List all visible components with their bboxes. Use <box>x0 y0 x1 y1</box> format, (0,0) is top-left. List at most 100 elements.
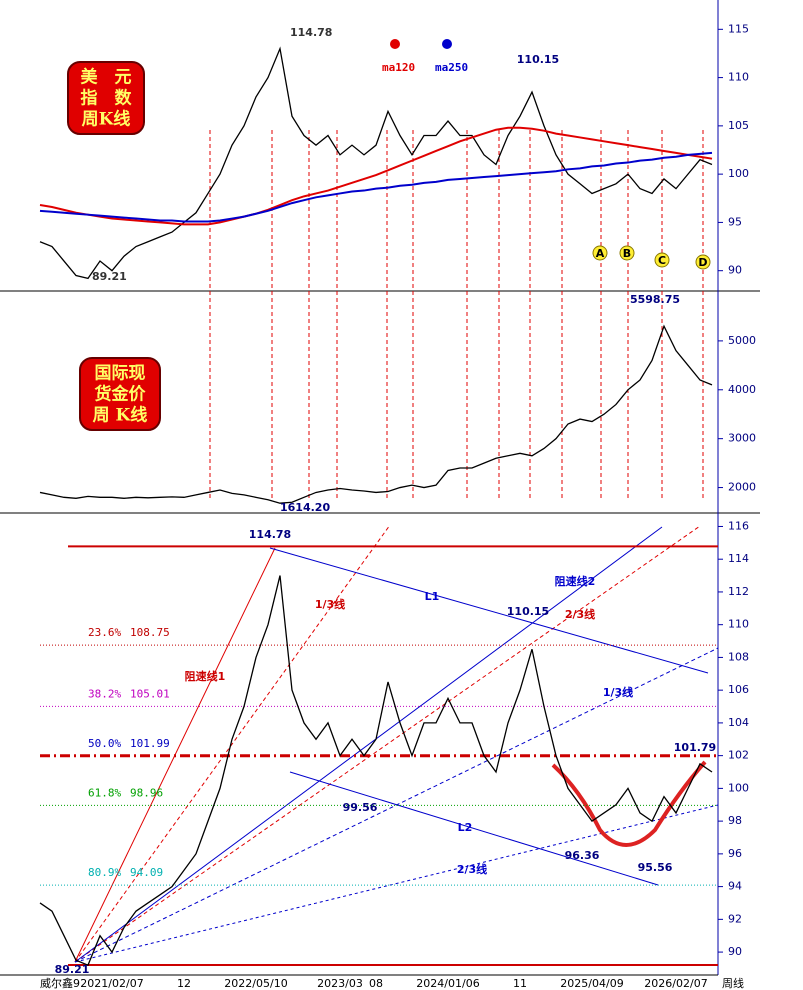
y-tick-label: 90 <box>728 945 742 958</box>
annotation: 110.15 <box>517 53 559 66</box>
trend-line <box>74 526 663 963</box>
y-tick-label: 95 <box>728 215 742 228</box>
annotation: 89.21 <box>92 270 127 283</box>
fib-value: 94.09 <box>130 866 163 879</box>
y-tick-label: 106 <box>728 683 749 696</box>
annotation: 2/3线 <box>565 607 595 621</box>
y-tick-label: 114 <box>728 552 749 565</box>
marker-label: B <box>623 247 631 260</box>
event-lines <box>209 130 704 500</box>
y-tick-label: 110 <box>728 618 749 631</box>
channel-line <box>289 771 659 886</box>
fib-pct: 61.8% <box>88 786 121 799</box>
x-unit: 周线 <box>722 976 744 990</box>
marker-circle <box>695 254 711 270</box>
marker-label: D <box>698 256 707 269</box>
price-line <box>39 324 713 504</box>
y-tick-label: 98 <box>728 814 742 827</box>
annotation: 阻速线1 <box>185 669 226 683</box>
y-tick-label: 3000 <box>728 432 756 445</box>
fib-pct: 23.6% <box>88 626 121 639</box>
legend-label: ma250 <box>435 61 468 74</box>
y-tick-label: 94 <box>728 880 742 893</box>
fib-pct: 80.9% <box>88 866 121 879</box>
x-tick-label: 2023/03 <box>317 977 363 990</box>
trend-line <box>74 524 391 963</box>
ma-line <box>39 151 713 223</box>
annotation: 阻速线2 <box>555 574 596 588</box>
y-tick-label: 5000 <box>728 334 756 347</box>
legend-label: ma120 <box>382 61 415 74</box>
y-tick-label: 105 <box>728 119 749 132</box>
title-line: 周K线 <box>82 109 131 130</box>
axis-note: 威尔鑫9 <box>40 976 80 990</box>
y-tick-label: 112 <box>728 585 749 598</box>
x-tick-label: 11 <box>513 977 527 990</box>
y-tick-label: 90 <box>728 264 742 277</box>
title-badge <box>67 61 145 135</box>
annotation: L2 <box>458 821 473 834</box>
channel-line <box>269 547 709 674</box>
annotation: 1614.20 <box>280 501 330 514</box>
annotation: L1 <box>425 590 440 603</box>
y-tick-label: 115 <box>728 22 749 35</box>
y-tick-label: 116 <box>728 519 749 532</box>
x-tick-label: 2025/04/09 <box>560 977 623 990</box>
legend-ball <box>390 39 400 49</box>
marker-circle <box>654 252 670 268</box>
y-tick-label: 108 <box>728 650 749 663</box>
price-line <box>39 46 713 280</box>
x-tick-label: 08 <box>369 977 383 990</box>
annotation: 95.56 <box>638 861 673 874</box>
fib-value: 98.96 <box>130 786 163 799</box>
x-tick-label: 2021/02/07 <box>80 977 143 990</box>
marker-circle <box>592 245 608 261</box>
annotation: 110.15 <box>507 605 549 618</box>
y-tick-label: 96 <box>728 847 742 860</box>
cup-curve <box>551 760 707 847</box>
x-tick-label: 2024/01/06 <box>416 977 479 990</box>
x-tick-label: 2026/02/07 <box>644 977 707 990</box>
y-tick-label: 2000 <box>728 481 756 494</box>
marker-circle <box>619 245 635 261</box>
y-tick-label: 104 <box>728 716 749 729</box>
y-tick-label: 102 <box>728 749 749 762</box>
title-line: 周 K线 <box>93 405 148 426</box>
title-line: 指 数 <box>81 88 133 109</box>
title-line: 美 元 <box>81 67 132 88</box>
x-tick-label: 12 <box>177 977 191 990</box>
fib-value: 101.99 <box>130 737 170 750</box>
ma-line <box>39 126 713 226</box>
y-tick-label: 100 <box>728 167 749 180</box>
y-tick-label: 92 <box>728 912 742 925</box>
title-line: 国际现 <box>95 364 146 384</box>
trend-line <box>74 804 719 963</box>
legend-ball <box>442 39 452 49</box>
annotation: 1/3线 <box>315 597 345 611</box>
annotation: 114.78 <box>290 26 332 39</box>
title-line: 货金价 <box>95 384 147 405</box>
y-tick-label: 100 <box>728 781 749 794</box>
annotation: 99.56 <box>343 801 378 814</box>
marker-label: C <box>658 254 666 267</box>
annotation: 5598.75 <box>630 293 680 306</box>
marker-label: A <box>596 247 605 260</box>
fib-value: 108.75 <box>130 626 170 639</box>
annotation: 101.79 <box>674 741 716 754</box>
x-tick-label: 2022/05/10 <box>224 977 287 990</box>
annotation: 114.78 <box>249 528 291 541</box>
annotation: 89.21 <box>55 963 90 976</box>
fib-pct: 50.0% <box>88 737 121 750</box>
fib-pct: 38.2% <box>88 687 121 700</box>
price-line <box>39 575 713 967</box>
annotation: 1/3线 <box>603 685 633 699</box>
trend-line <box>74 525 701 963</box>
title-badge <box>79 357 161 431</box>
y-tick-label: 4000 <box>728 383 756 396</box>
fib-value: 105.01 <box>130 687 170 700</box>
annotation: 96.36 <box>565 849 600 862</box>
annotation: 2/3线 <box>457 862 487 876</box>
y-tick-label: 110 <box>728 71 749 84</box>
